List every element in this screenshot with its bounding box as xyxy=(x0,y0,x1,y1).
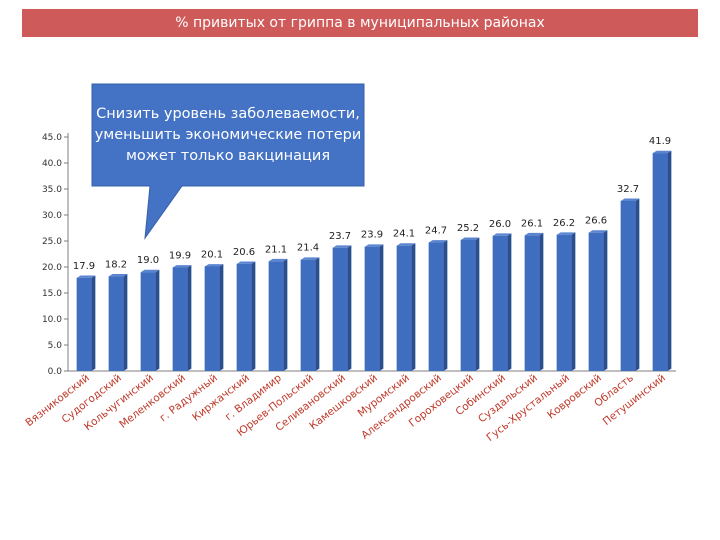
bar-side xyxy=(251,261,256,371)
bar xyxy=(76,277,92,371)
bar-side xyxy=(507,233,512,371)
bar-side xyxy=(475,237,480,371)
data-label: 26.1 xyxy=(521,218,543,229)
bar-top xyxy=(460,237,480,240)
callout-text: Снизить уровень заболеваемости, уменьшит… xyxy=(94,105,362,164)
bar-side xyxy=(379,244,384,371)
bar-top xyxy=(652,150,672,154)
bar-top xyxy=(620,198,640,201)
bar-top xyxy=(364,244,384,247)
bar-top xyxy=(140,269,160,273)
data-label: 41.9 xyxy=(649,136,671,147)
data-label: 26.0 xyxy=(489,219,511,230)
bar-top xyxy=(236,261,256,264)
y-tick-label: 35.0 xyxy=(42,185,62,195)
bar-top xyxy=(76,275,96,278)
bar xyxy=(396,245,412,371)
data-label: 19.0 xyxy=(137,255,159,266)
bar-top xyxy=(204,264,224,267)
bar-side xyxy=(571,232,576,371)
y-tick-label: 25.0 xyxy=(42,237,62,247)
bar xyxy=(204,266,220,371)
data-label: 17.9 xyxy=(73,261,95,272)
bar-side xyxy=(347,245,352,371)
y-tick-label: 15.0 xyxy=(42,289,62,299)
bar-side xyxy=(603,230,608,371)
bar-side xyxy=(411,243,416,371)
bar xyxy=(556,234,572,371)
bar-side xyxy=(155,269,160,371)
callout-bubble xyxy=(91,83,365,240)
bar-top xyxy=(332,245,352,248)
bar-side xyxy=(667,150,672,371)
data-label: 21.1 xyxy=(265,244,287,255)
y-tick-label: 40.0 xyxy=(42,159,62,169)
bar xyxy=(492,235,508,371)
bar xyxy=(364,246,380,371)
bar-side xyxy=(219,264,224,371)
y-tick-label: 5.0 xyxy=(48,341,63,351)
chart-title-bar: % привитых от гриппа в муниципальных рай… xyxy=(22,9,698,37)
bar-side xyxy=(443,240,448,371)
data-label: 26.2 xyxy=(553,218,575,229)
bar xyxy=(588,232,604,371)
bar-top xyxy=(524,232,544,236)
bar-top xyxy=(108,273,128,277)
chart-title: % привитых от гриппа в муниципальных рай… xyxy=(175,15,545,31)
callout-box: Снизить уровень заболеваемости, уменьшит… xyxy=(92,84,364,186)
data-label: 21.4 xyxy=(297,243,319,254)
data-label: 20.6 xyxy=(233,247,255,258)
bar xyxy=(332,247,348,371)
y-tick-label: 10.0 xyxy=(42,315,62,325)
data-label: 18.2 xyxy=(105,259,127,270)
data-label: 23.7 xyxy=(329,231,351,242)
bar-side xyxy=(539,232,544,371)
bar-top xyxy=(588,230,608,233)
data-label: 32.7 xyxy=(617,184,639,195)
data-label: 20.1 xyxy=(201,249,223,260)
data-label: 24.7 xyxy=(425,226,447,237)
bar-side xyxy=(123,273,128,371)
bar-top xyxy=(172,265,192,268)
data-label: 24.1 xyxy=(393,229,415,240)
bar xyxy=(524,235,540,371)
bar xyxy=(140,272,156,371)
bar xyxy=(172,267,188,371)
bar xyxy=(652,153,668,371)
bar-side xyxy=(315,257,320,371)
bar-top xyxy=(396,243,416,246)
bar xyxy=(460,239,476,371)
bar-side xyxy=(635,198,640,371)
bar-top xyxy=(492,233,512,236)
bar-side xyxy=(91,275,96,371)
bar-side xyxy=(187,265,192,371)
data-label: 25.2 xyxy=(457,223,479,234)
bar-side xyxy=(283,258,288,371)
y-tick-label: 30.0 xyxy=(42,211,62,221)
data-label: 19.9 xyxy=(169,251,191,262)
bar xyxy=(108,276,124,371)
y-tick-label: 0.0 xyxy=(48,367,63,377)
data-label: 26.6 xyxy=(585,216,607,227)
y-tick-label: 45.0 xyxy=(42,133,62,143)
data-label: 23.9 xyxy=(361,230,383,241)
bar xyxy=(300,259,316,371)
bar-top xyxy=(300,257,320,260)
bar-top xyxy=(428,240,448,243)
bar xyxy=(428,242,444,371)
bar-top xyxy=(268,258,288,262)
bar-top xyxy=(556,232,576,235)
y-tick-label: 20.0 xyxy=(42,263,62,273)
bar xyxy=(268,261,284,371)
bar xyxy=(620,200,636,371)
bar xyxy=(236,263,252,371)
